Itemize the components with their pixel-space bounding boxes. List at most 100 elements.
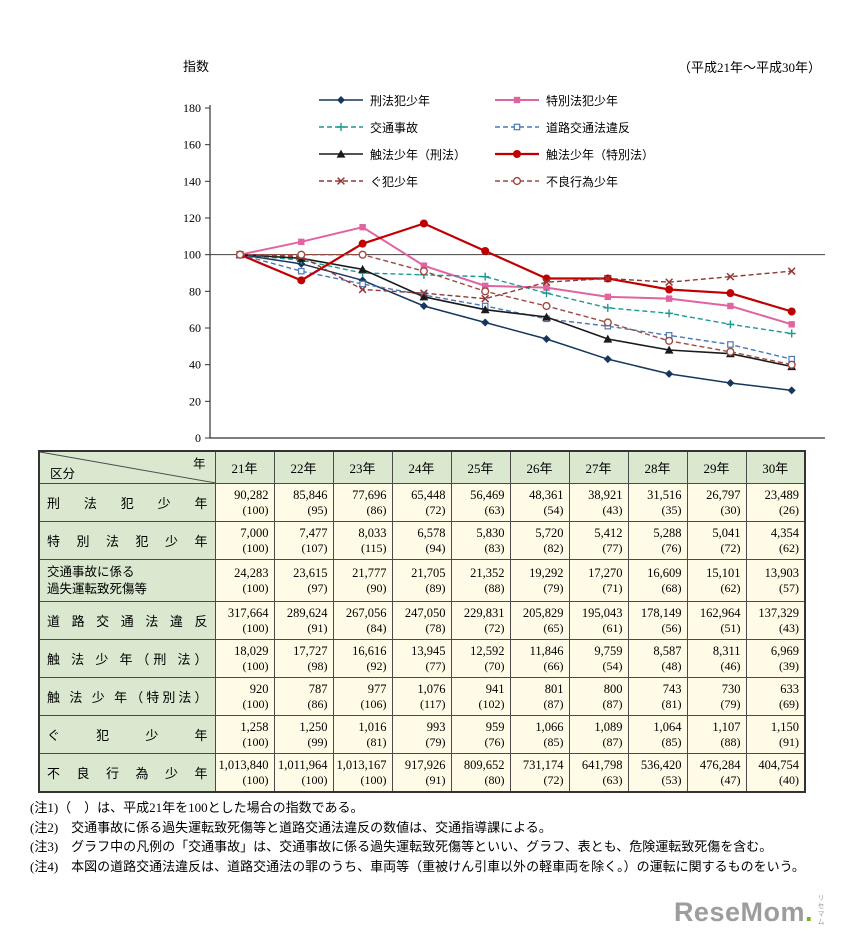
cell-index: (62) [779,541,799,556]
marker-circle [726,289,735,298]
marker-plus [481,272,490,281]
cell-count: 38,921 [588,488,623,503]
cell-count: 16,609 [647,566,682,581]
value-cell: 1,089 (87) [568,715,629,754]
marker-square [543,284,550,291]
note-3: (注3) グラフ中の凡例の「交通事故」は、交通事故に係る過失運転致死傷等といい、… [30,839,773,854]
cell-index: (87) [543,697,564,712]
value-cell: 7,000 (100) [214,521,275,560]
cell-index: (87) [602,697,623,712]
table-row: 刑 法 犯 少 年 90,282 (100) 85,846 (95) 77,696 (86)… [38,483,806,522]
cell-index: (88) [720,735,741,750]
cell-count: 247,050 [404,606,446,621]
legend-label: 道路交通法違反 [546,120,631,135]
cell-index: (72) [720,541,741,556]
cell-count: 21,352 [470,566,505,581]
value-cell: 8,311 (46) [686,639,747,678]
value-cell: 11,846 (66) [509,639,570,678]
cell-count: 31,516 [647,488,682,503]
logo-wordmark: ReseMom [673,897,805,927]
cell-count: 8,033 [358,526,387,541]
marker-x [665,278,674,287]
series-line [239,253,792,392]
value-cell: 26,797 (30) [686,483,747,522]
cell-index: (97) [307,581,328,596]
marker-open-circle [358,250,367,259]
cell-count: 730 [721,682,741,697]
legend-label: 触法少年（刑法） [370,147,467,162]
cell-count: 1,258 [240,720,269,735]
marker-plus [787,329,796,338]
cell-count: 800 [603,682,623,697]
cell-index: (35) [661,503,682,518]
value-cell: 65,448 (72) [391,483,452,522]
row-label: ぐ 犯 少 年 [38,715,216,754]
value-cell: 48,361 (54) [509,483,570,522]
marker-square [727,302,734,310]
marker-x [726,272,735,281]
value-cell: 16,609 (68) [627,559,688,602]
legend-item: 交通事故 [318,120,494,135]
cell-index: (100) [242,697,269,712]
legend-swatch [319,149,363,158]
cell-index: (98) [307,659,328,674]
row-label: 刑 法 犯 少 年 [38,483,216,522]
marker-triangle [664,345,674,354]
cell-index: (100) [242,581,269,596]
period-label: （平成21年～平成30年） [677,60,821,75]
cell-count: 289,624 [286,606,328,621]
value-cell: 23,615 (97) [273,559,334,602]
value-cell: 787 (86) [273,677,334,716]
cell-count: 920 [249,682,269,697]
value-cell: 17,270 (71) [568,559,629,602]
marker-open-circle [512,176,522,186]
value-cell: 8,587 (48) [627,639,688,678]
cell-count: 476,284 [699,757,741,772]
value-cell: 1,011,964 (100) [273,753,334,792]
legend-swatch [319,177,363,185]
value-cell: 23,489 (26) [745,483,806,522]
cell-count: 641,798 [581,757,623,772]
value-cell: 267,056 (84) [332,601,393,640]
value-cell: 1,013,840 (100) [214,753,275,792]
cell-count: 5,412 [594,526,623,541]
cell-count: 77,696 [352,488,387,503]
year-header: 23年 [332,450,393,484]
cell-index: (39) [779,659,799,674]
cell-index: (51) [720,621,741,636]
corner-cell: 年区分 [38,450,216,484]
value-cell: 21,705 (89) [391,559,452,602]
cell-count: 13,903 [764,566,799,581]
cell-count: 7,477 [299,526,328,541]
cell-index: (100) [301,773,328,788]
cell-count: 959 [485,720,505,735]
corner-diagonal [40,452,214,483]
table-row: 不 良 行 為 少 年 1,013,840 (100) 1,011,964 (100) 1… [38,753,806,792]
legend-item: 道路交通法違反 [494,120,654,135]
year-header: 22年 [273,450,334,484]
cell-index: (79) [720,697,741,712]
value-cell: 229,831 (72) [450,601,511,640]
series-line [240,253,792,366]
cell-count: 977 [367,682,387,697]
value-cell: 920 (100) [214,677,275,716]
marker-open-circle [787,360,796,369]
cell-count: 85,846 [293,488,328,503]
chart-area: 0 20 40 60 80 100 120 140 160 180 刑法犯少年 特別法犯少年 交通事故… [0,0,841,450]
marker-square [420,262,428,269]
marker-square [788,321,795,328]
value-cell: 178,149 (56) [627,601,688,640]
series-line [239,253,792,368]
series-line [239,226,792,326]
value-cell: 5,041 (72) [686,521,747,560]
marker-plus [665,309,674,318]
value-cell: 800 (87) [568,677,629,716]
value-cell: 77,696 (86) [332,483,393,522]
marker-diamond [665,369,674,378]
marker-diamond [419,302,428,310]
cell-index: (89) [425,581,446,596]
value-cell: 641,798 (63) [568,753,629,792]
legend-label: 不良行為少年 [546,174,619,189]
cell-index: (72) [425,503,446,518]
cell-index: (107) [301,541,328,556]
